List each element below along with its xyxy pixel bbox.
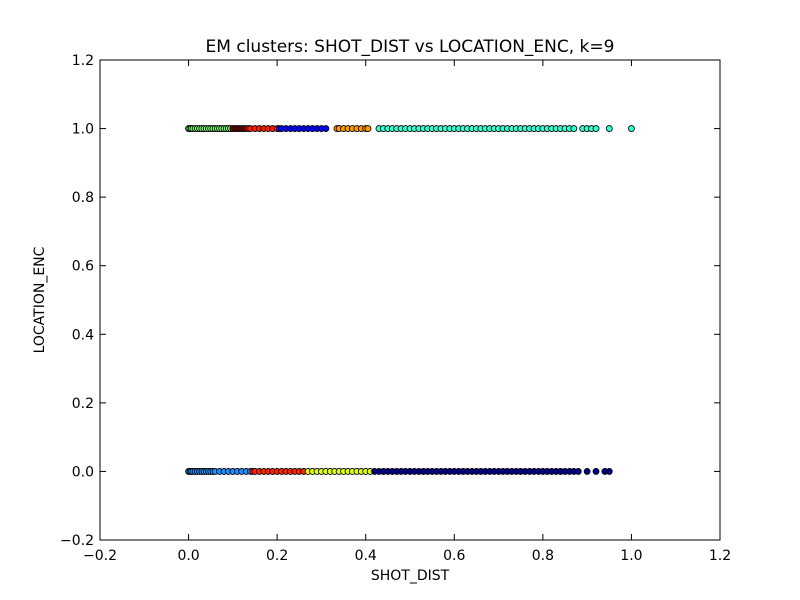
x-tick-label: 0.8	[532, 548, 554, 564]
data-point	[574, 468, 582, 475]
plot-area-frame	[99, 59, 721, 541]
y-tick-label: 1.2	[72, 53, 94, 69]
x-tick-label: 1.2	[709, 548, 731, 564]
x-tick-label: 0.2	[266, 548, 288, 564]
y-axis: −0.2 0.0 0.2 0.4 0.6 0.8 1.0 1.2	[60, 53, 720, 549]
data-point	[570, 125, 578, 132]
data-point	[592, 468, 600, 475]
y-axis-title: LOCATION_ENC	[32, 246, 48, 353]
chart-title: EM clusters: SHOT_DIST vs LOCATION_ENC, …	[206, 37, 615, 57]
data-point	[605, 468, 613, 475]
cluster-series-9	[371, 468, 613, 475]
cluster-series-7	[249, 468, 308, 475]
x-axis: −0.2 0.0 0.2 0.4 0.6 0.8 1.0 1.2	[83, 60, 731, 564]
cluster-series-0	[185, 125, 235, 132]
cluster-series-8	[304, 468, 374, 475]
cluster-series-3	[275, 125, 330, 132]
y-tick-label: 1.0	[72, 122, 94, 138]
x-tick-label: −0.2	[83, 548, 117, 564]
x-tick-label: 0.0	[177, 548, 199, 564]
data-points	[185, 125, 635, 475]
data-point	[364, 125, 372, 132]
data-point	[592, 125, 600, 132]
x-tick-label: 0.6	[443, 548, 465, 564]
x-axis-title: SHOT_DIST	[371, 568, 450, 584]
x-tick-label: 1.0	[620, 548, 642, 564]
y-tick-label: 0.4	[72, 327, 94, 343]
y-tick-label: 0.2	[72, 396, 94, 412]
y-tick-label: −0.2	[60, 533, 94, 549]
cluster-series-5	[375, 125, 635, 132]
data-point	[628, 125, 635, 132]
cluster-series-4	[333, 125, 372, 132]
y-tick-label: 0.0	[72, 464, 94, 480]
cluster-series-2	[244, 125, 281, 132]
y-tick-label: 0.6	[72, 259, 94, 275]
data-point	[583, 468, 591, 475]
x-tick-label: 0.4	[355, 548, 377, 564]
cluster-series-1	[229, 125, 250, 132]
cluster-series-6	[185, 468, 254, 475]
y-tick-label: 0.8	[72, 190, 94, 206]
data-point	[605, 125, 613, 132]
data-point	[322, 125, 330, 132]
